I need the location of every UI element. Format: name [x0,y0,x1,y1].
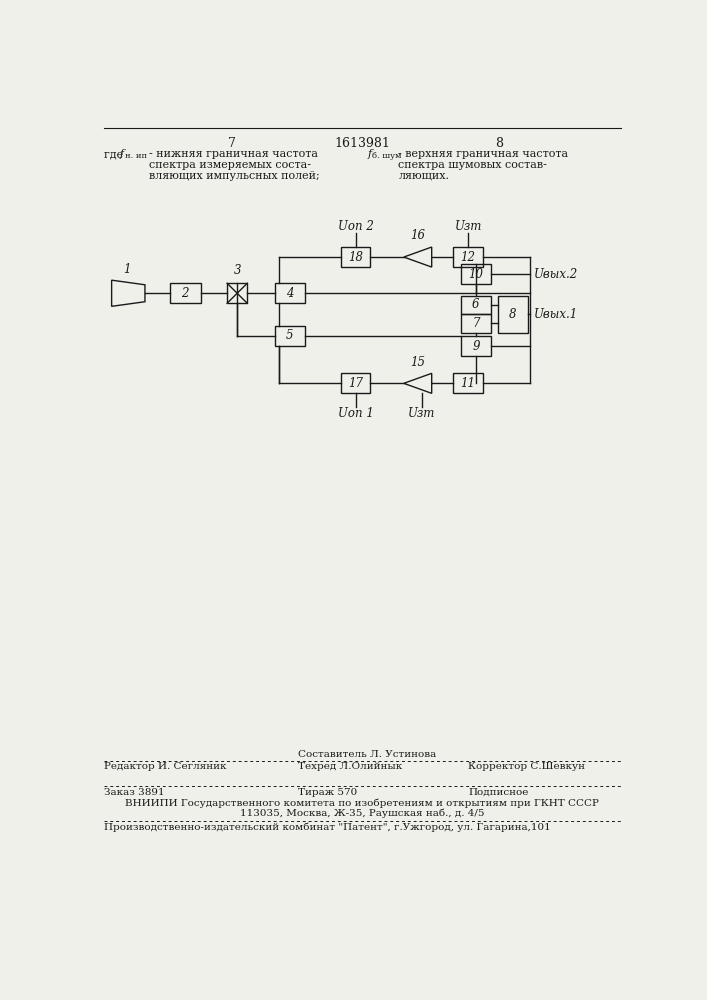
Text: 1: 1 [124,263,131,276]
Text: н. ип: н. ип [125,152,147,160]
Text: 2: 2 [182,287,189,300]
Text: 16: 16 [410,229,425,242]
Text: спектра шумовых состав-: спектра шумовых состав- [398,160,547,170]
Bar [461,296,491,314]
Text: f: f [368,149,371,159]
Text: Производственно-издательский комбинат "Патент", г.Ужгород, ул. Гагарина,101: Производственно-издательский комбинат "П… [104,822,551,832]
Text: 7: 7 [472,317,479,330]
Text: 1613981: 1613981 [334,137,390,150]
Text: 8: 8 [509,308,517,321]
Text: Uзт: Uзт [408,407,436,420]
Text: 3: 3 [233,264,241,277]
Text: Техред Л.Олийнык: Техред Л.Олийнык [298,762,402,771]
Text: где: где [104,149,127,159]
Text: Тираж 570: Тираж 570 [298,788,357,797]
Text: вляющих импульсных полей;: вляющих импульсных полей; [149,171,320,181]
Text: 113035, Москва, Ж-35, Раушская наб., д. 4/5: 113035, Москва, Ж-35, Раушская наб., д. … [240,808,484,818]
Bar [498,296,528,333]
Text: 18: 18 [349,251,363,264]
Bar [453,247,483,267]
Text: Редактор И. Сегляник: Редактор И. Сегляник [104,762,226,771]
Bar [227,283,247,303]
Text: 12: 12 [461,251,476,264]
Text: б. шум: б. шум [372,152,402,160]
Text: 15: 15 [410,356,425,369]
Text: 17: 17 [349,377,363,390]
Text: 9: 9 [472,340,479,353]
Text: Uвых.2: Uвых.2 [534,267,578,280]
Text: Составитель Л. Устинова: Составитель Л. Устинова [298,750,436,759]
Text: ВНИИПИ Государственного комитета по изобретениям и открытиям при ГКНТ СССР: ВНИИПИ Государственного комитета по изоб… [125,798,599,808]
Text: Подписное: Подписное [468,788,529,797]
Bar [275,326,305,346]
Text: 8: 8 [495,137,503,150]
Bar [461,336,491,356]
Text: 5: 5 [286,329,293,342]
Bar [341,373,370,393]
Text: спектра измеряемых соста-: спектра измеряемых соста- [149,160,311,170]
Text: Uоп 2: Uоп 2 [338,220,374,233]
Text: Uзт: Uзт [455,220,481,233]
Bar [453,373,483,393]
Text: Заказ 3891: Заказ 3891 [104,788,165,797]
Text: 10: 10 [468,267,484,280]
Text: 4: 4 [286,287,293,300]
Text: Корректор С.Шевкун: Корректор С.Шевкун [468,762,585,771]
Text: Uвых.1: Uвых.1 [534,308,578,321]
Text: Uоп 1: Uоп 1 [338,407,374,420]
Text: - верхняя граничная частота: - верхняя граничная частота [398,149,568,159]
Text: 6: 6 [472,298,479,311]
Bar [275,283,305,303]
Bar [461,314,491,333]
Text: - нижняя граничная частота: - нижняя граничная частота [149,149,318,159]
Bar [341,247,370,267]
Text: 7: 7 [228,137,235,150]
Text: ляющих.: ляющих. [398,171,450,181]
Bar [170,283,201,303]
Text: f: f [120,149,124,159]
Bar [461,264,491,284]
Text: 11: 11 [461,377,476,390]
